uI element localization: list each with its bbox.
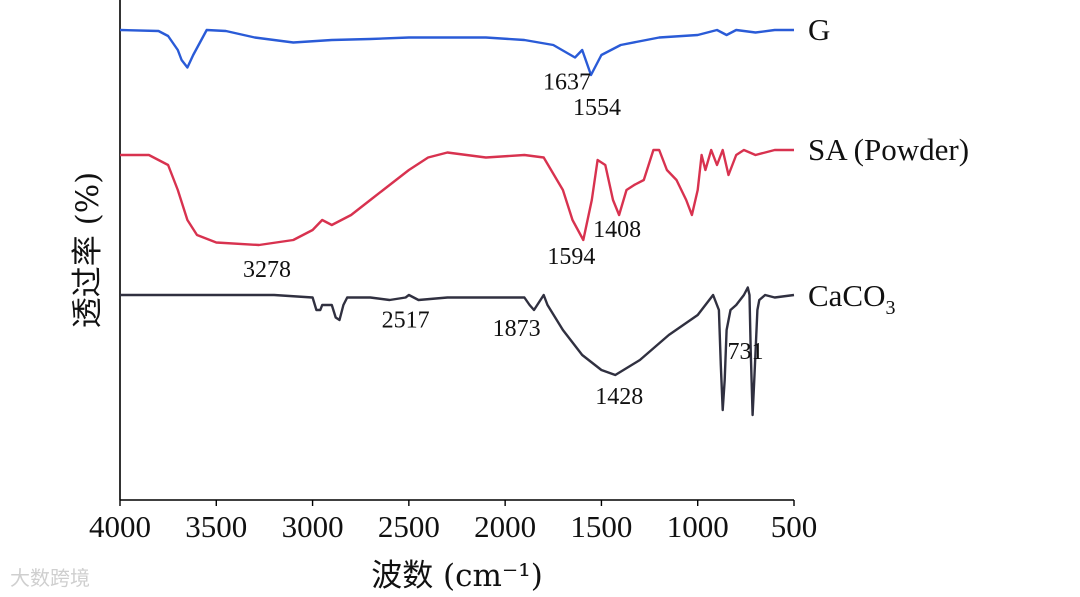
x-tick-label: 500 bbox=[771, 509, 818, 544]
x-ticks: 4000 3500 3000 2500 2000 1500 1000 500 bbox=[89, 500, 817, 544]
series-label-base: CaCO bbox=[808, 278, 886, 313]
x-tick-label: 4000 bbox=[89, 509, 151, 544]
x-tick-label: 1500 bbox=[570, 509, 632, 544]
peak-label: 731 bbox=[728, 339, 764, 365]
x-tick-label: 3500 bbox=[185, 509, 247, 544]
peak-label: 1873 bbox=[493, 316, 541, 342]
peak-label: 3278 bbox=[243, 257, 291, 283]
watermark-logo: 大数跨境 bbox=[10, 562, 90, 591]
series-line-0 bbox=[119, 28, 794, 77]
peak-label: 1554 bbox=[573, 95, 621, 121]
watermark-text: 大数跨境 bbox=[10, 566, 90, 590]
series-label-2: CaCO3 bbox=[808, 278, 896, 319]
series-label-1: SA (Powder) bbox=[808, 132, 969, 167]
x-tick-label: 3000 bbox=[282, 509, 344, 544]
x-axis-title: 波数 (cm⁻¹) bbox=[371, 558, 543, 594]
peak-label: 1594 bbox=[547, 244, 595, 270]
series-line-1 bbox=[120, 148, 794, 247]
series-line-2 bbox=[120, 286, 795, 417]
x-tick-label: 1000 bbox=[667, 509, 729, 544]
series-layer bbox=[119, 28, 795, 417]
axes bbox=[119, 0, 794, 501]
series-label-subscript: 3 bbox=[886, 297, 896, 319]
y-axis-title: 透过率 (%) bbox=[70, 172, 106, 329]
x-tick-label: 2000 bbox=[474, 509, 536, 544]
x-tick-label: 2500 bbox=[378, 509, 440, 544]
peak-label: 2517 bbox=[382, 308, 430, 334]
peak-label: 1428 bbox=[595, 384, 643, 410]
series-label-0: G bbox=[808, 12, 830, 47]
peak-label: 1408 bbox=[593, 217, 641, 243]
peak-label: 1637 bbox=[543, 70, 591, 96]
